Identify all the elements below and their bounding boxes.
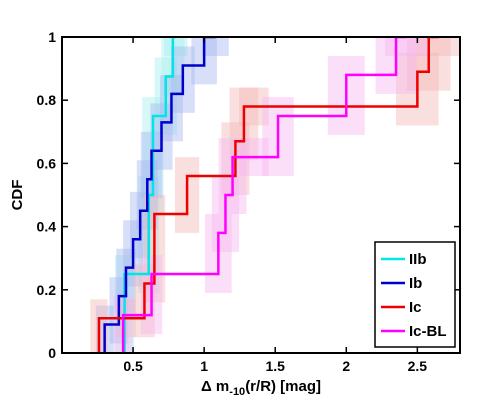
series-line-iib (123, 37, 176, 353)
band-iib (164, 37, 188, 56)
x-tick-label: 2.5 (408, 358, 428, 374)
x-tick-label: 1.5 (265, 358, 285, 374)
y-tick-label: 0.8 (37, 92, 57, 108)
series-line-ib (103, 37, 216, 353)
y-tick-label: 1 (48, 29, 56, 45)
plot-frame (61, 36, 461, 354)
x-axis-label-rest: (r/R) [mag] (245, 378, 321, 395)
band-ic-bl (385, 37, 427, 56)
x-axis-label-subscript: -10 (229, 386, 245, 398)
x-axis-label-main: Δ m (201, 378, 229, 395)
series-line-ic (97, 37, 439, 353)
x-tick-label: 0.5 (123, 358, 143, 374)
legend: IIb Ib Ic Ic-BL (374, 241, 456, 348)
y-tick-label: 0.2 (37, 282, 57, 298)
x-axis-label: Δ m-10(r/R) [mag] (201, 378, 321, 398)
series-line-ic-bl (121, 37, 406, 353)
legend-label-ib: Ib (409, 275, 422, 292)
y-tick-label: 0.6 (37, 155, 57, 171)
legend-label-ic-bl: Ic-BL (409, 323, 447, 340)
legend-label-iib: IIb (409, 251, 427, 268)
x-tick-label: 2 (342, 358, 350, 374)
band-ib (202, 37, 229, 56)
y-tick-label: 0 (48, 345, 56, 361)
series-lines-layer (97, 37, 439, 353)
x-tick-label: 1 (200, 358, 208, 374)
axis-ticks-layer: 0.5 1 1.5 2 2.5 0 0.2 0.4 0.6 0.8 1 (37, 29, 460, 374)
legend-label-ic: Ic (409, 299, 422, 316)
y-tick-label: 0.4 (37, 219, 57, 235)
band-ic (416, 37, 460, 56)
y-axis-label: CDF (9, 180, 26, 211)
